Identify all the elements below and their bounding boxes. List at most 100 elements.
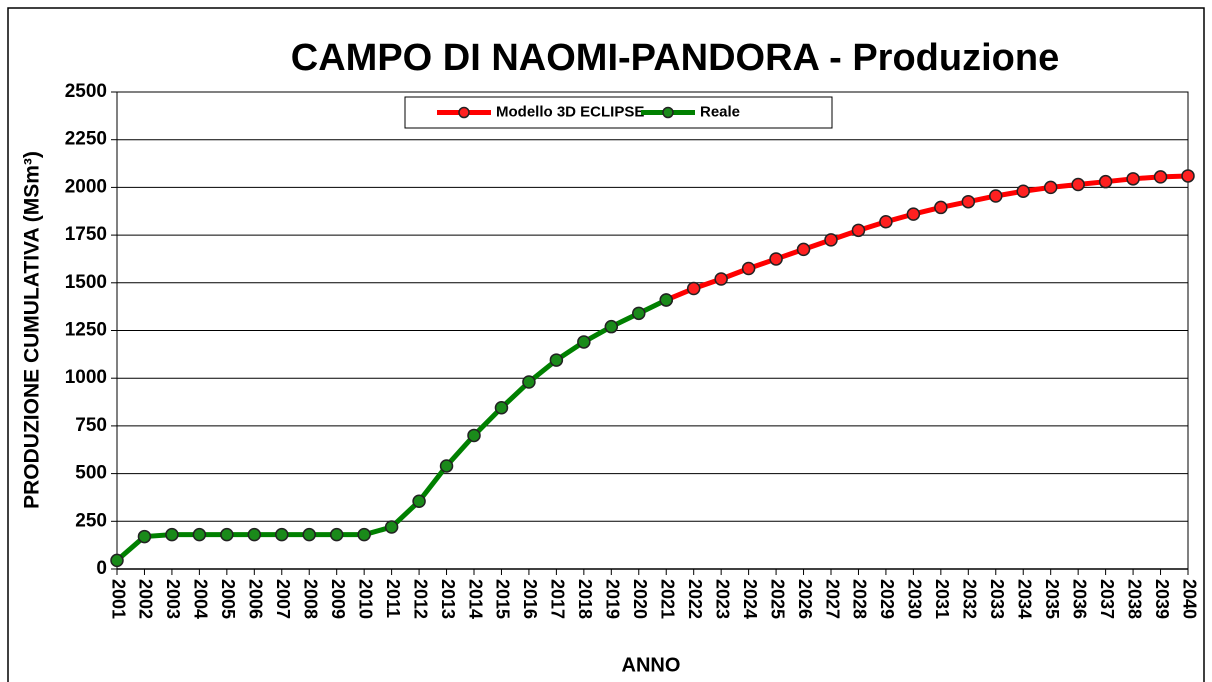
- x-tick-label: 2029: [877, 579, 897, 619]
- data-point: [879, 214, 893, 229]
- data-point: [384, 520, 399, 534]
- x-tick-label: 2039: [1152, 579, 1172, 619]
- y-tick-label: 2250: [65, 129, 107, 150]
- x-tick-label: 2022: [685, 579, 705, 619]
- x-tick-label: 2037: [1097, 579, 1117, 619]
- data-point: [796, 242, 811, 257]
- y-tick-label: 750: [75, 415, 107, 436]
- data-point: [989, 189, 1003, 203]
- data-point: [741, 261, 756, 276]
- data-point: [604, 319, 619, 334]
- x-tick-label: 2034: [1014, 579, 1034, 619]
- x-tick-label: 2005: [218, 579, 238, 619]
- data-point: [247, 527, 262, 542]
- x-tick-label: 2002: [136, 579, 156, 619]
- x-tick-label: 2019: [603, 579, 623, 619]
- data-point: [632, 306, 646, 321]
- data-point: [851, 223, 866, 238]
- data-point: [549, 353, 564, 367]
- y-tick-label: 1500: [65, 272, 107, 293]
- data-point: [1181, 169, 1195, 183]
- data-point: [1071, 177, 1085, 192]
- x-tick-label: 2038: [1124, 579, 1144, 619]
- chart-title: CAMPO DI NAOMI-PANDORA - Produzione: [291, 37, 1059, 79]
- x-tick-label: 2026: [795, 579, 815, 619]
- legend-marker: [662, 106, 674, 119]
- x-tick-label: 2011: [383, 579, 403, 618]
- data-point: [275, 527, 289, 542]
- y-tick-label: 0: [96, 558, 107, 579]
- x-tick-label: 2013: [438, 579, 458, 619]
- x-tick-label: 2035: [1042, 579, 1062, 619]
- data-point: [934, 200, 948, 215]
- data-point: [439, 459, 454, 473]
- data-point: [302, 527, 316, 542]
- x-tick-label: 2024: [740, 579, 760, 619]
- x-tick-label: 2004: [191, 579, 211, 619]
- x-tick-label: 2036: [1069, 579, 1089, 619]
- x-tick-label: 2018: [575, 579, 595, 619]
- data-point: [494, 401, 509, 415]
- y-tick-label: 2000: [65, 176, 107, 197]
- x-tick-label: 2033: [987, 579, 1007, 619]
- x-tick-label: 2007: [273, 579, 293, 619]
- x-tick-label: 2009: [328, 579, 348, 619]
- y-tick-label: 2500: [65, 81, 107, 102]
- data-point: [1126, 172, 1140, 186]
- x-tick-label: 2014: [465, 579, 485, 619]
- data-point: [824, 233, 838, 247]
- data-point: [577, 335, 591, 349]
- y-tick-label: 500: [75, 463, 107, 484]
- chart-border: [7, 7, 1205, 682]
- data-point: [357, 527, 371, 542]
- y-tick-label: 1250: [65, 320, 107, 341]
- data-point: [1043, 180, 1058, 195]
- data-point: [714, 272, 728, 286]
- data-point: [1016, 184, 1030, 198]
- data-point: [165, 527, 179, 542]
- data-point: [659, 293, 673, 307]
- x-tick-label: 2027: [822, 579, 842, 619]
- data-point: [906, 207, 921, 221]
- x-tick-label: 2012: [410, 579, 430, 619]
- legend-marker: [458, 106, 470, 119]
- y-tick-label: 1000: [65, 367, 107, 388]
- data-point: [467, 428, 481, 443]
- x-axis-title: ANNO: [622, 654, 681, 676]
- y-tick-label: 250: [75, 510, 107, 531]
- x-tick-label: 2010: [355, 579, 375, 619]
- x-tick-label: 2021: [657, 579, 677, 619]
- x-tick-label: 2016: [520, 579, 540, 619]
- y-tick-label: 1750: [65, 224, 107, 245]
- x-tick-label: 2025: [767, 579, 787, 619]
- y-axis-title: PRODUZIONE CUMULATIVA (MSm³): [21, 151, 44, 509]
- data-point: [412, 494, 426, 509]
- x-tick-label: 2015: [493, 579, 513, 619]
- x-tick-label: 2023: [712, 579, 732, 619]
- x-tick-label: 2040: [1179, 579, 1199, 619]
- data-point: [192, 527, 207, 542]
- x-tick-label: 2001: [108, 579, 128, 619]
- x-tick-label: 2030: [905, 579, 925, 619]
- x-tick-label: 2028: [850, 579, 870, 619]
- legend-label: Modello 3D ECLIPSE: [496, 103, 644, 120]
- data-point: [961, 194, 976, 209]
- data-point: [769, 252, 783, 266]
- data-point: [1153, 170, 1168, 184]
- x-tick-label: 2031: [932, 579, 952, 619]
- data-point: [220, 527, 234, 542]
- x-tick-label: 2008: [300, 579, 320, 619]
- x-tick-label: 2017: [548, 579, 568, 619]
- x-tick-label: 2003: [163, 579, 183, 619]
- x-tick-label: 2032: [960, 579, 980, 619]
- x-tick-label: 2006: [246, 579, 266, 619]
- x-tick-label: 2020: [630, 579, 650, 619]
- data-point: [110, 553, 124, 568]
- legend-label: Reale: [700, 103, 740, 120]
- data-point: [522, 375, 536, 389]
- data-point: [1098, 174, 1113, 189]
- data-point: [137, 529, 152, 544]
- data-point: [329, 527, 344, 542]
- data-point: [686, 281, 701, 296]
